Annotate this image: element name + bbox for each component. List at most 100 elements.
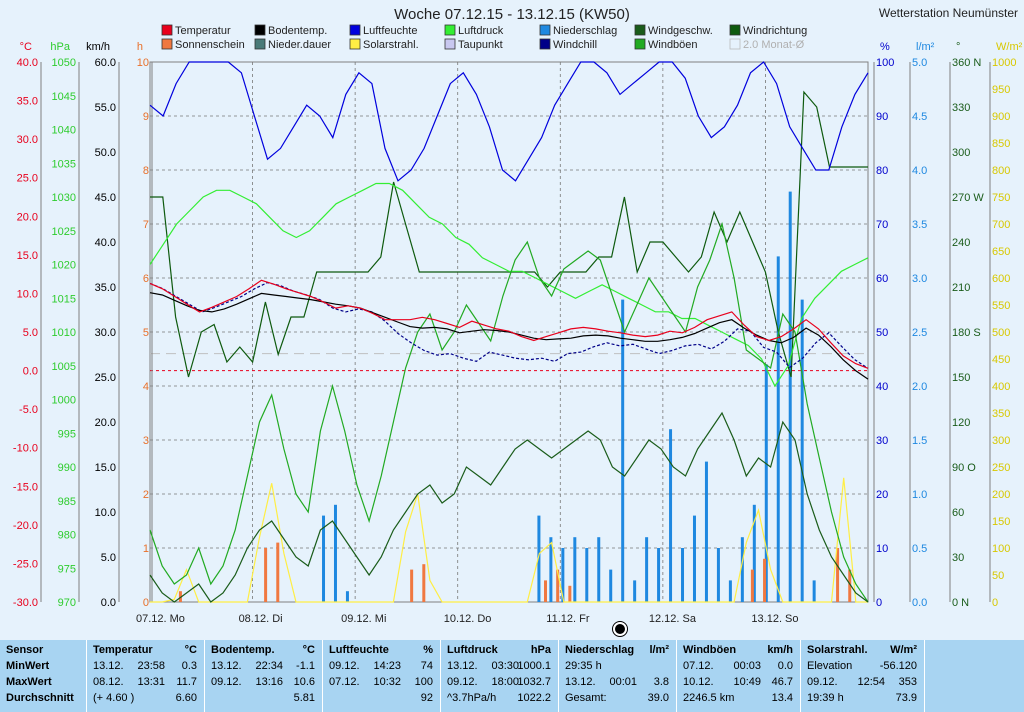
- legend-item-sonnenschein-swatch: [161, 38, 173, 50]
- y-tick-temp: 35.0: [17, 96, 38, 108]
- y-tick-temp: -15.0: [13, 481, 38, 493]
- y-tick-humidity: 60: [876, 273, 888, 285]
- series-niederschlag-bar: [764, 364, 768, 602]
- y-tick-humidity: 80: [876, 165, 888, 177]
- legend-item-luftfeuchte-swatch: [349, 24, 361, 36]
- y-tick-humidity: 100: [876, 57, 894, 69]
- stats-cell-date: Elevation: [807, 660, 853, 672]
- series-niederschlag-bar: [657, 548, 661, 602]
- stats-cell-value: -1.1: [296, 660, 315, 672]
- y-tick-direction: 180 S: [952, 327, 981, 339]
- stats-cell-time: 00:03: [733, 660, 761, 672]
- y-tick-rain: 1.0: [912, 489, 927, 501]
- y-tick-solar: 400: [992, 381, 1010, 393]
- y-tick-direction: 240: [952, 237, 970, 249]
- series-niederschlag-bar: [645, 537, 649, 602]
- series-niederschlag-bar: [728, 580, 732, 602]
- y-tick-pressure: 1005: [52, 361, 76, 373]
- x-tick-label: 10.12. Do: [444, 613, 492, 625]
- y-tick-direction: 120: [952, 417, 970, 429]
- axis-unit-temp: °C: [20, 41, 32, 53]
- series-niederschlag-bar: [345, 591, 349, 602]
- y-tick-humidity: 40: [876, 381, 888, 393]
- legend-item-windchill-swatch: [539, 38, 551, 50]
- stats-column-unit: km/h: [767, 644, 793, 656]
- stats-column-luftdruck: Luftdruck hPa 13.12. 03:30 1000.1 09.12. 18:00…: [441, 640, 559, 712]
- series-sonnenschein-bar: [568, 585, 572, 602]
- y-tick-solar: 500: [992, 327, 1010, 339]
- series-niederschlag-bar: [669, 429, 673, 602]
- stats-cell-date: 13.12.: [211, 660, 242, 672]
- stats-cell-time: 14:23: [373, 660, 401, 672]
- y-tick-humidity: 30: [876, 435, 888, 447]
- stats-cell-value: 1000.1: [517, 660, 551, 672]
- series-niederschlag-bar: [573, 537, 577, 602]
- series-sonnenschein-bar: [750, 569, 754, 602]
- stats-cell-time: 22:34: [255, 660, 283, 672]
- stats-column-unit: hPa: [530, 644, 551, 656]
- axis-unit-sun: h: [137, 41, 143, 53]
- series-niederschlag-bar: [609, 569, 613, 602]
- stats-column-title: Niederschlag: [565, 644, 635, 656]
- y-tick-solar: 950: [992, 84, 1010, 96]
- y-tick-pressure: 1050: [52, 57, 76, 69]
- y-tick-solar: 550: [992, 300, 1010, 312]
- legend-item-niederschlag: Niederschlag: [553, 25, 617, 37]
- axis-unit-rain: l/m²: [916, 41, 935, 53]
- series-niederschlag-bar: [788, 191, 792, 602]
- legend-item-luftfeuchte: Luftfeuchte: [363, 25, 417, 37]
- stats-cell-date: 09.12.: [211, 676, 242, 688]
- legend-item-sonnenschein: Sonnenschein: [175, 39, 245, 51]
- y-tick-rain: 5.0: [912, 57, 927, 69]
- y-tick-sun: 4: [143, 381, 149, 393]
- y-tick-pressure: 1030: [52, 192, 76, 204]
- y-tick-sun: 9: [143, 111, 149, 123]
- navigation-knob[interactable]: [613, 622, 627, 636]
- stats-cell-value: 0.3: [181, 660, 197, 672]
- legend-item-temperatur: Temperatur: [175, 25, 231, 37]
- stats-cell-value: 46.7: [771, 676, 793, 688]
- stats-column-unit: W/m²: [890, 644, 917, 656]
- series-niederschlag-bar: [621, 299, 625, 602]
- stats-cell-time: 10:49: [733, 676, 761, 688]
- stats-cell-value: 6.60: [175, 692, 197, 704]
- axis-unit-direction: °: [956, 41, 960, 53]
- series-sonnenschein-bar: [276, 542, 280, 602]
- y-tick-sun: 0: [143, 597, 149, 609]
- y-tick-temp: 30.0: [17, 134, 38, 146]
- axis-unit-wind: km/h: [86, 41, 110, 53]
- y-tick-solar: 200: [992, 489, 1010, 501]
- stats-cell-date: ^3.7hPa/h: [447, 692, 497, 704]
- y-tick-pressure: 1015: [52, 293, 76, 305]
- y-tick-rain: 2.0: [912, 381, 927, 393]
- legend-item-nieder-dauer: Nieder.dauer: [268, 39, 331, 51]
- stats-column-unit: °C: [184, 644, 197, 656]
- series-sonnenschein-bar: [836, 548, 840, 602]
- legend-item-windgeschw--swatch: [634, 24, 646, 36]
- stats-row-label: Durchschnitt: [6, 692, 74, 704]
- y-tick-solar: 1000: [992, 57, 1016, 69]
- series-sonnenschein-bar: [763, 558, 767, 602]
- series-luftfeuchte-line: [149, 61, 869, 182]
- y-tick-sun: 8: [143, 165, 149, 177]
- stats-cell-date: 07.12.: [683, 660, 714, 672]
- y-tick-temp: -20.0: [13, 520, 38, 532]
- legend-item-2-0-monat-: 2.0 Monat-Ø: [743, 39, 805, 51]
- series-sonnenschein-bar: [544, 580, 548, 602]
- y-tick-wind: 50.0: [95, 147, 116, 159]
- stats-cell-date: 13.12.: [93, 660, 124, 672]
- y-tick-wind: 10.0: [95, 507, 116, 519]
- x-tick-label: 07.12. Mo: [136, 613, 185, 625]
- y-tick-solar: 450: [992, 354, 1010, 366]
- y-tick-solar: 350: [992, 408, 1010, 420]
- y-tick-wind: 40.0: [95, 237, 116, 249]
- y-tick-solar: 700: [992, 219, 1010, 231]
- stats-cell-date: 07.12.: [329, 676, 360, 688]
- series-niederschlag-bar: [633, 580, 637, 602]
- stats-row-label: Sensor: [6, 644, 44, 656]
- stats-column-unit: %: [423, 644, 433, 656]
- y-tick-solar: 900: [992, 111, 1010, 123]
- y-tick-temp: 5.0: [23, 327, 38, 339]
- legend-item-taupunkt: Taupunkt: [458, 39, 503, 51]
- stats-cell-value: 92: [420, 692, 433, 704]
